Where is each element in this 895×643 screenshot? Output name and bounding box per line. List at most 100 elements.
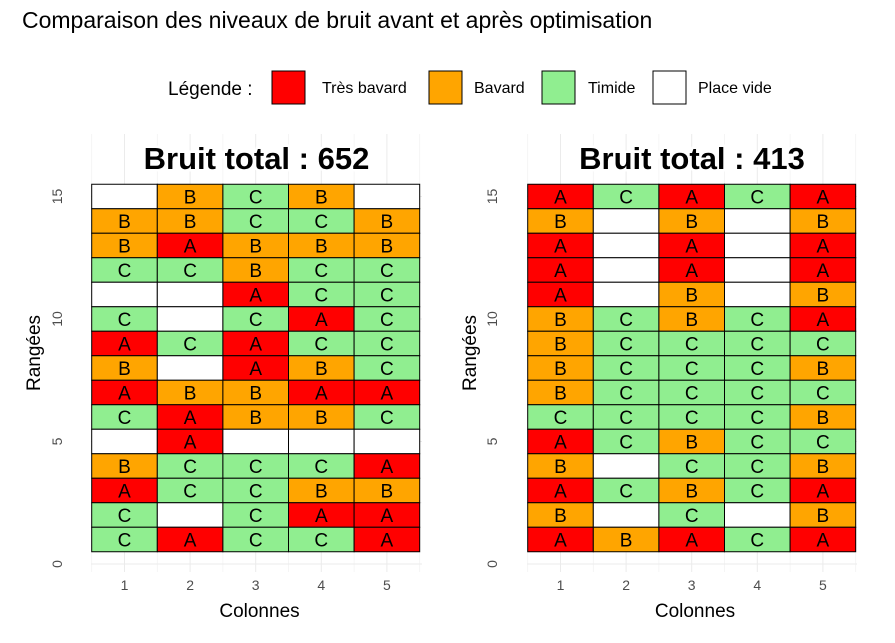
seat-cell — [288, 281, 355, 308]
seat-label: A — [184, 433, 197, 454]
seat-cell — [724, 257, 791, 283]
seat-cell — [658, 404, 726, 430]
seat-cell — [353, 281, 421, 308]
seat-cell — [789, 232, 857, 259]
seat-cell — [658, 428, 726, 455]
chart-panel-2: A C A C AB B BA A AA A AA B BB C B C AB C C C CB C C C BB C C C CC C C… — [460, 134, 857, 622]
legend-label-very-talkative: Très bavard — [322, 80, 407, 97]
seat-cell — [353, 330, 421, 357]
seat-label: C — [619, 310, 633, 331]
y-tick-label: 15 — [49, 189, 65, 205]
seat-cell — [288, 232, 355, 259]
legend-label-talkative: Bavard — [474, 80, 525, 97]
seat-label: A — [554, 482, 567, 503]
seat-cell — [527, 379, 594, 406]
seat-label: A — [315, 310, 328, 331]
x-tick-label: 4 — [753, 577, 761, 593]
seat-cell — [288, 453, 355, 479]
seat-cell — [592, 428, 660, 455]
seat-cell — [288, 502, 355, 528]
seat-cell — [222, 428, 289, 455]
seat-label: A — [381, 457, 394, 478]
seat-label: B — [817, 286, 830, 307]
seat-cell — [658, 232, 726, 259]
seat-label: B — [118, 457, 131, 478]
seat-label: C — [249, 506, 263, 527]
seat-cell — [658, 306, 726, 332]
seat-label: B — [685, 212, 698, 233]
seat-label: A — [817, 188, 830, 209]
legend-swatch-empty-seat — [652, 70, 687, 105]
legend-swatch-very-talkative — [271, 70, 306, 105]
seat-label: A — [817, 261, 830, 282]
seat-cell — [288, 477, 355, 504]
seat-label: B — [249, 261, 262, 282]
seat-label: C — [619, 482, 633, 503]
seat-label: C — [249, 310, 263, 331]
seat-cell — [222, 257, 289, 283]
seat-label: B — [685, 482, 698, 503]
seat-cell — [222, 183, 289, 210]
seat-cell — [658, 355, 726, 381]
seat-label: C — [750, 359, 764, 380]
seat-label: A — [118, 482, 131, 503]
seat-cell — [789, 208, 857, 234]
seat-cell — [353, 183, 421, 210]
seat-cell — [789, 379, 857, 406]
seat-label: C — [619, 335, 633, 356]
legend-label-empty-seat: Place vide — [698, 80, 772, 97]
seat-cell — [91, 355, 158, 381]
seat-cell — [527, 281, 594, 308]
seat-cell — [658, 281, 726, 308]
seat-label: C — [118, 408, 132, 429]
seat-label: B — [118, 359, 131, 380]
seat-label: C — [685, 506, 699, 527]
seat-label: A — [554, 433, 567, 454]
seat-cell — [592, 502, 660, 528]
seat-label: B — [620, 531, 633, 552]
seat-label: C — [750, 408, 764, 429]
seat-cell — [91, 502, 158, 528]
seat-cell — [222, 208, 289, 234]
x-tick-label: 1 — [557, 577, 565, 593]
seat-cell — [789, 306, 857, 332]
seat-cell — [592, 526, 660, 553]
seat-label: C — [816, 384, 830, 405]
seat-label: A — [315, 506, 328, 527]
seat-cell — [658, 183, 726, 210]
seat-cell — [527, 477, 594, 504]
seat-cell — [156, 502, 224, 528]
seat-label: A — [118, 384, 131, 405]
seat-cell — [658, 379, 726, 406]
x-tick-label: 5 — [383, 577, 391, 593]
seat-cell — [592, 355, 660, 381]
seat-label: B — [118, 212, 131, 233]
x-axis-label: Colonnes — [219, 601, 299, 622]
seat-cell — [222, 477, 289, 504]
seat-label: C — [750, 384, 764, 405]
seat-cell — [91, 330, 158, 357]
seat-label: C — [619, 433, 633, 454]
legend-label-shy: Timide — [588, 80, 636, 97]
seat-label: B — [249, 237, 262, 258]
seat-cell — [724, 404, 791, 430]
seat-cell — [527, 330, 594, 357]
seat-cell — [527, 355, 594, 381]
seat-cell — [527, 257, 594, 283]
seat-cell — [222, 281, 289, 308]
legend-title: Légende : — [168, 79, 253, 100]
seat-label: A — [184, 408, 197, 429]
seat-cell — [222, 330, 289, 357]
seat-cell — [222, 404, 289, 430]
seat-cell — [156, 453, 224, 479]
seat-label: B — [381, 212, 394, 233]
seat-label: C — [750, 433, 764, 454]
seat-cell — [91, 306, 158, 332]
seat-cell — [91, 232, 158, 259]
seat-label: A — [817, 310, 830, 331]
seat-label: C — [118, 261, 132, 282]
seat-cell — [789, 355, 857, 381]
seat-label: B — [554, 457, 567, 478]
seat-label: C — [183, 482, 197, 503]
seat-label: B — [817, 359, 830, 380]
